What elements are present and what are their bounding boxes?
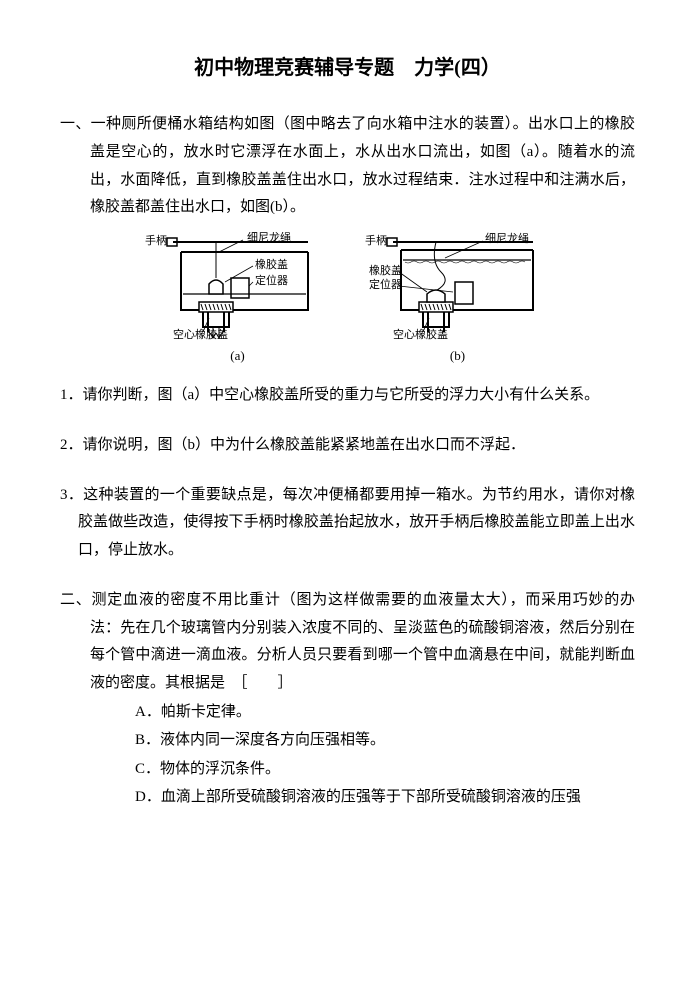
label-nylon-a: 细尼龙绳 (247, 232, 291, 244)
question-2: 二、测定血液的密度不用比重计（图为这样做需要的血液量太大），而采用巧妙的办法：先… (60, 587, 635, 812)
choice-d: D．血滴上部所受硫酸铜溶液的压强等于下部所受硫酸铜溶液的压强 (135, 783, 635, 812)
q1-sub3: 3．这种装置的一个重要缺点是，每次冲便桶都要用掉一箱水。为节约用水，请你对橡胶盖… (60, 482, 635, 565)
page-title: 初中物理竞赛辅导专题 力学(四） (60, 50, 635, 87)
label-handle-a: 手柄 (145, 233, 167, 247)
label-locator-a: 定位器 (255, 273, 288, 287)
choice-b: B．液体内同一深度各方向压强相等。 (135, 726, 635, 755)
label-locator-b: 定位器 (369, 277, 402, 291)
label-cap-a: 橡胶盖 (255, 257, 288, 271)
diagram-b-caption: (b) (450, 344, 465, 368)
label-hollow-a: 空心橡胶盖 (173, 327, 228, 341)
choice-a: A．帕斯卡定律。 (135, 698, 635, 727)
choice-c: C．物体的浮沉条件。 (135, 755, 635, 784)
label-cap-b: 橡胶盖 (369, 263, 402, 277)
diagram-b: 手柄 细尼龙绳 橡胶盖 定位器 空心橡胶盖 (b) (363, 232, 553, 368)
question-1: 一、一种厕所便桶水箱结构如图（图中略去了向水箱中注水的装置）。出水口上的橡胶盖是… (60, 111, 635, 565)
diagram-a-caption: (a) (230, 344, 244, 368)
q1-sub2: 2．请你说明，图（b）中为什么橡胶盖能紧紧地盖在出水口而不浮起． (60, 432, 635, 460)
q1-sub1: 1．请你判断，图（a）中空心橡胶盖所受的重力与它所受的浮力大小有什么关系。 (60, 382, 635, 410)
q1-intro: 一、一种厕所便桶水箱结构如图（图中略去了向水箱中注水的装置）。出水口上的橡胶盖是… (60, 111, 635, 222)
diagram-a: 手柄 细尼龙绳 橡胶盖 定位器 空心橡胶盖 (a) (143, 232, 333, 368)
label-handle-b: 手柄 (365, 233, 387, 247)
label-hollow-b: 空心橡胶盖 (393, 327, 448, 341)
q2-choices: A．帕斯卡定律。 B．液体内同一深度各方向压强相等。 C．物体的浮沉条件。 D．… (60, 698, 635, 812)
diagram-row: 手柄 细尼龙绳 橡胶盖 定位器 空心橡胶盖 (a) (60, 232, 635, 368)
q2-intro: 二、测定血液的密度不用比重计（图为这样做需要的血液量太大），而采用巧妙的办法：先… (60, 587, 635, 698)
label-nylon-b: 细尼龙绳 (485, 232, 529, 245)
